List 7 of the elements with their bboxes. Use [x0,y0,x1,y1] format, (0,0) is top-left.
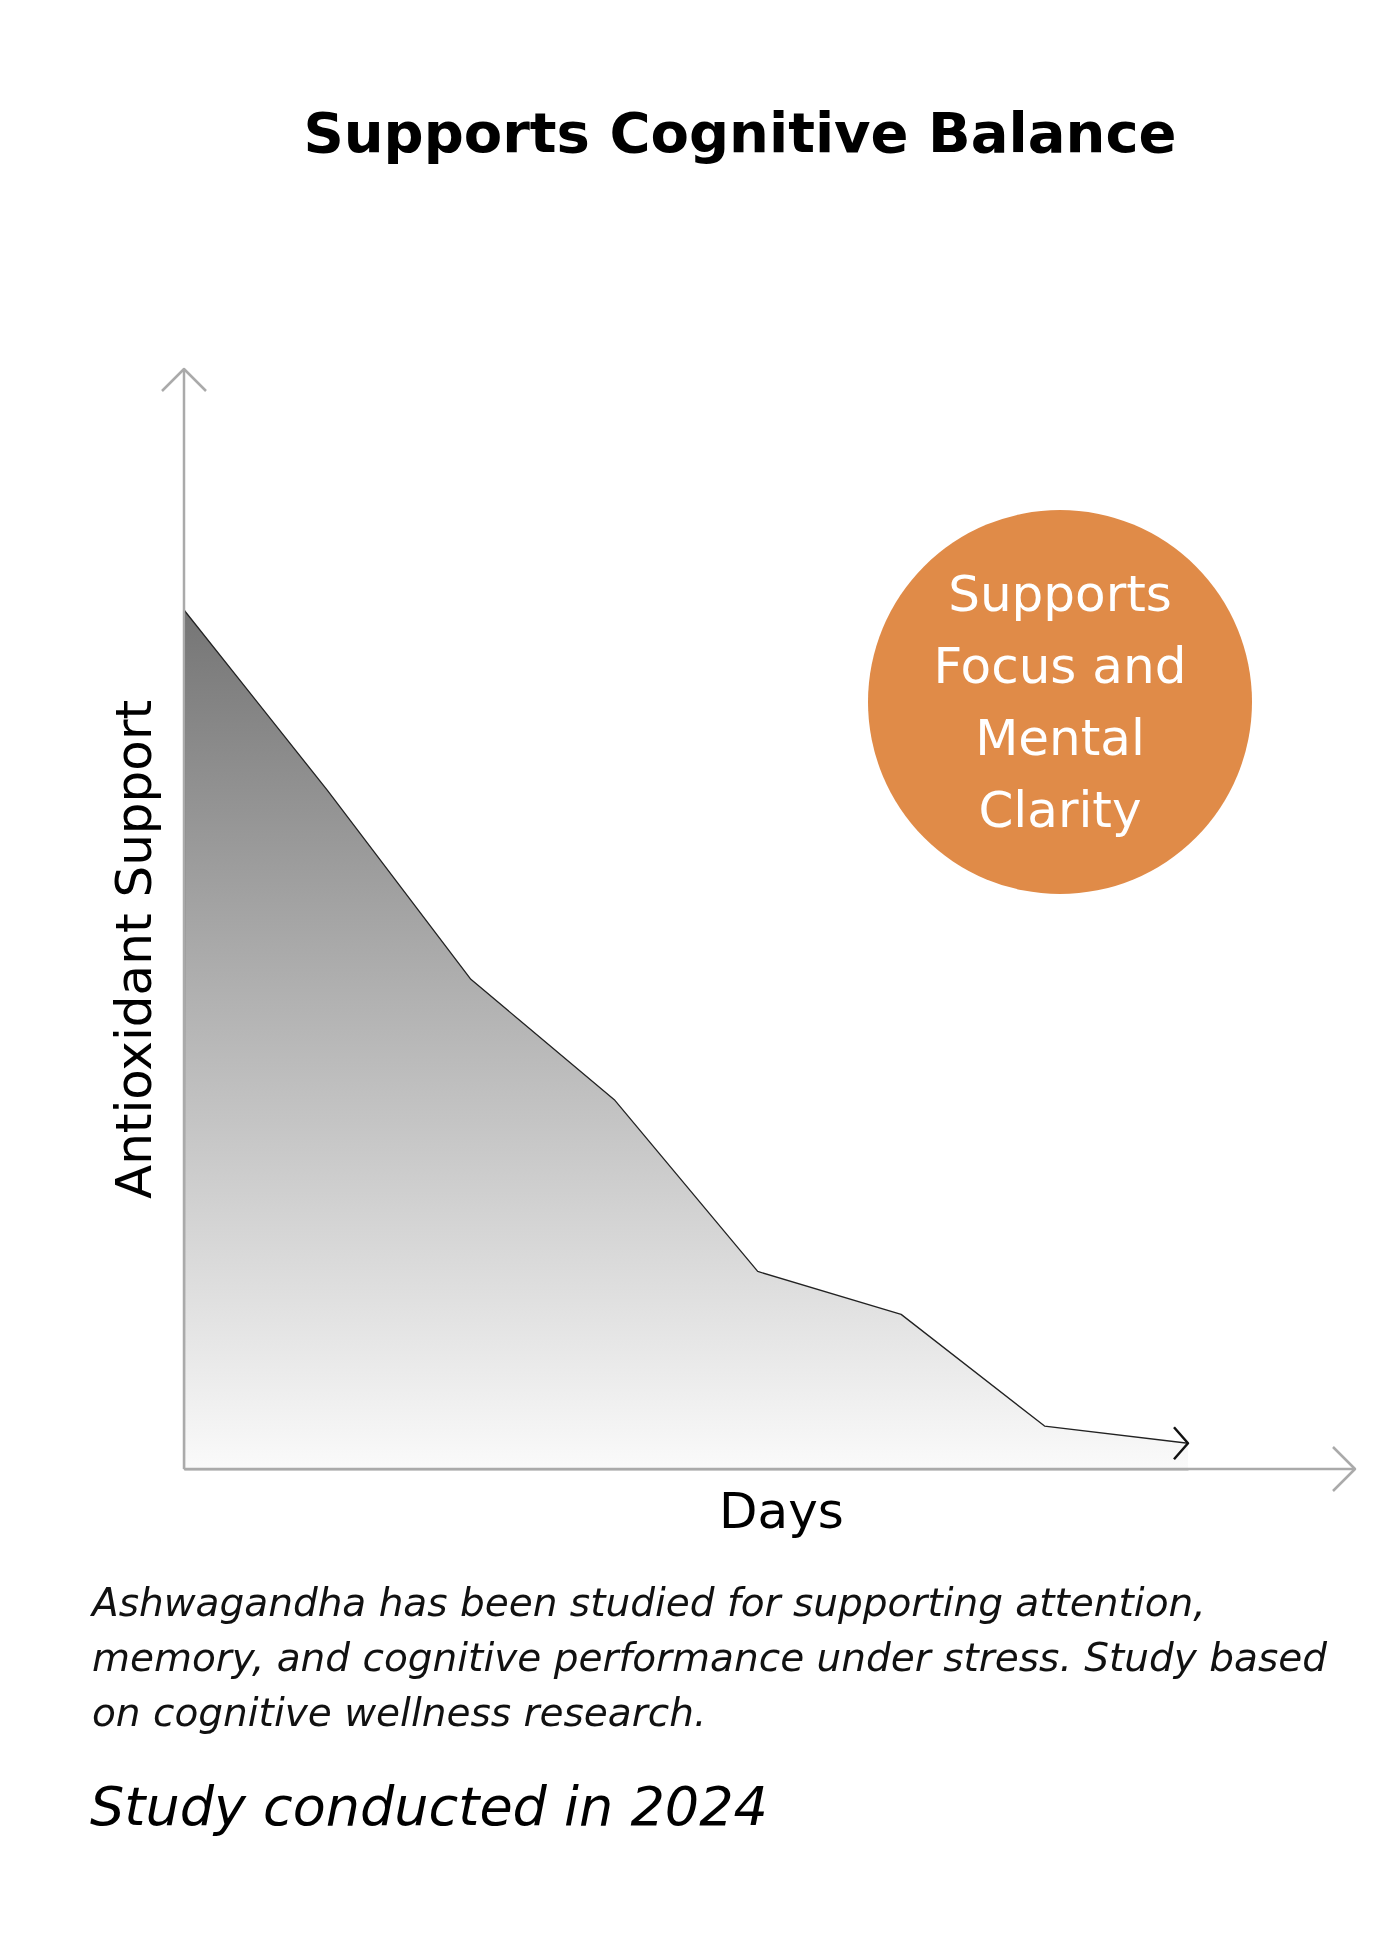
circle-badge: Supports Focus and Mental Clarity [868,510,1252,894]
annotation: Supports Focus and Mental Clarity [932,564,1188,841]
text: Study conducted in 2024 [90,1775,768,1838]
chart-title: Supports Cognitive Balance [302,100,1178,165]
x-axis-title: Days [719,1481,844,1540]
text: Ashwagandha has been studied for supporting attention, memory, and cognitive performance under stress. Study based on cognitive wellness research. [92,1579,1328,1737]
y-axis-title: Antioxidant Support [104,699,163,1200]
